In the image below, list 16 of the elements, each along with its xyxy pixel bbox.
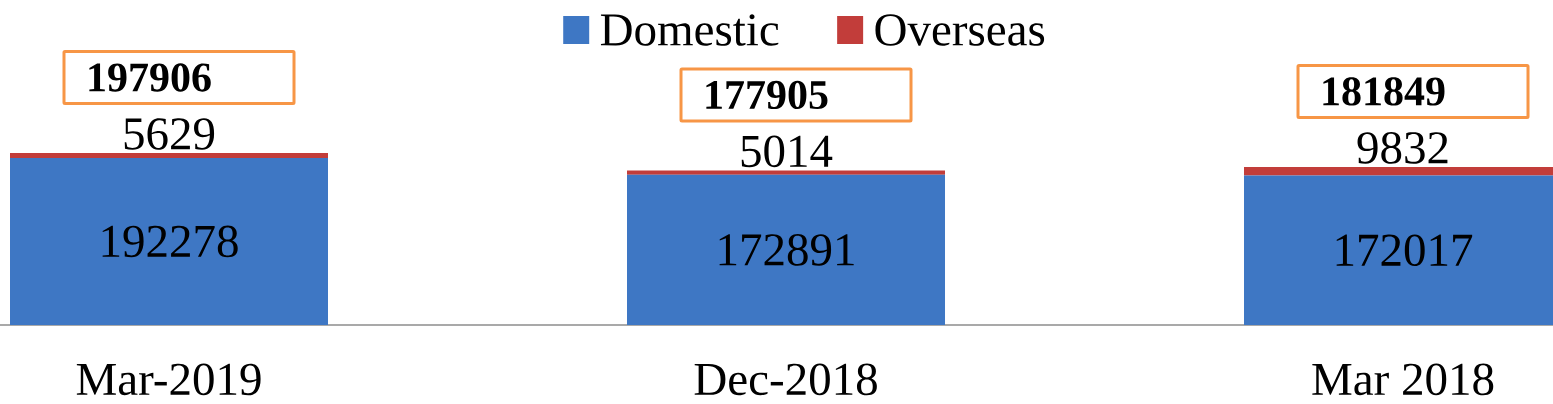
total-label: 197906 (89, 63, 211, 92)
data-label: 9832 (1357, 132, 1448, 164)
legend-label: Domestic (600, 14, 779, 46)
bar (10, 153, 328, 158)
data-label: 5629 (124, 118, 215, 150)
data-label: 172017 (1336, 234, 1473, 267)
total-label: 181849 (1323, 77, 1445, 106)
legend-label: Overseas (875, 14, 1045, 46)
data-label: 192278 (102, 225, 238, 258)
total-label: 177905 (706, 80, 828, 110)
data-label: 172891 (719, 234, 854, 266)
x-tick-label: Dec-2018 (694, 363, 877, 396)
data-label: 5014 (741, 135, 833, 168)
bar (10, 157, 328, 325)
x-tick-label: Mar-2019 (76, 363, 261, 396)
x-tick-label: Mar 2018 (1312, 363, 1494, 396)
